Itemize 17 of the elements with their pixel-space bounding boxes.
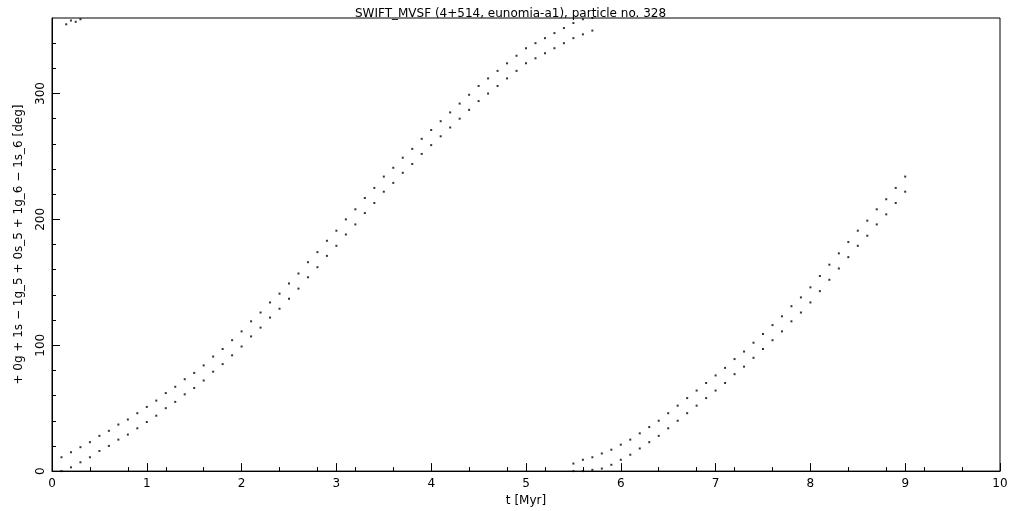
y-tick-label: 100 xyxy=(33,333,47,357)
x-tick-label: 4 xyxy=(427,476,436,491)
x-tick-label: 7 xyxy=(711,476,720,491)
y-tick-label: 0 xyxy=(33,467,47,475)
x-tick-label: 5 xyxy=(522,476,530,491)
x-tick-label: 6 xyxy=(616,476,625,491)
x-tick-label: 3 xyxy=(332,476,341,491)
y-tick-label: 300 xyxy=(33,82,47,105)
x-tick-label: 10 xyxy=(992,476,1008,491)
x-axis-title: t [Myr] xyxy=(505,493,547,507)
y-axis-title: + 0g + 1s − 1g_5 + 0s_5 + 1g_6 − 1s_6 [deg] xyxy=(11,104,25,385)
x-tick-label: 8 xyxy=(806,476,815,491)
x-tick-label: 2 xyxy=(237,476,246,491)
x-tick-label: 1 xyxy=(142,476,151,491)
x-tick-label: 9 xyxy=(901,476,910,491)
chart-title: SWIFT_MVSF (4+514, eunomia-a1), particle no. 328 xyxy=(354,6,667,20)
y-tick-label: 200 xyxy=(33,207,47,231)
